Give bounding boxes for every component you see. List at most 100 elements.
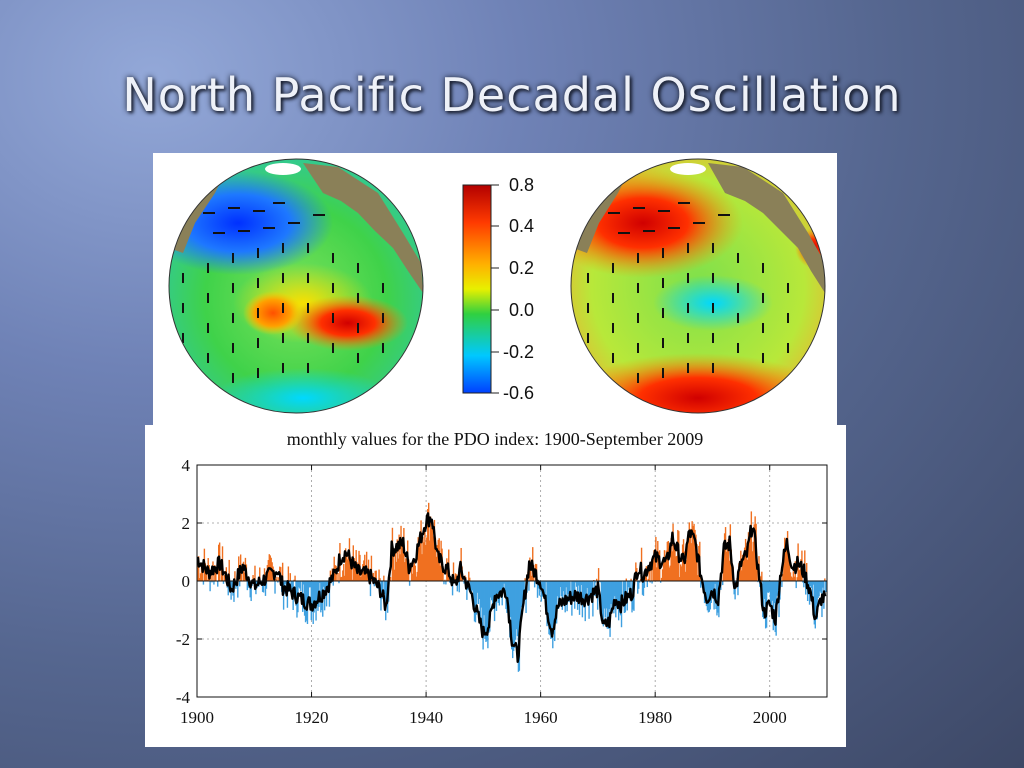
monthly-value-bar bbox=[545, 581, 547, 583]
monthly-value-bar bbox=[630, 578, 632, 581]
monthly-value-bar bbox=[690, 543, 692, 581]
monthly-value-bar bbox=[289, 573, 291, 581]
monthly-value-bar bbox=[587, 581, 589, 607]
monthly-value-bar bbox=[684, 571, 687, 581]
colorbar: 0.8 0.4 0.2 0.0 -0.2 -0.6 bbox=[462, 175, 534, 403]
monthly-value-bar bbox=[332, 581, 334, 586]
monthly-value-bar bbox=[313, 581, 315, 613]
monthly-value-bar bbox=[484, 581, 486, 639]
pdo-index-chart: monthly values for the PDO index: 1900-S… bbox=[145, 425, 846, 747]
monthly-value-bar bbox=[394, 552, 396, 581]
monthly-value-bar bbox=[451, 581, 454, 596]
monthly-value-bar bbox=[481, 581, 483, 631]
monthly-value-bar bbox=[361, 573, 363, 581]
monthly-value-bar bbox=[294, 575, 296, 581]
monthly-value-bar bbox=[471, 581, 474, 591]
monthly-value-bar bbox=[303, 581, 306, 616]
monthly-value-bar bbox=[374, 570, 376, 581]
monthly-value-bar bbox=[704, 581, 707, 598]
monthly-value-bar bbox=[792, 571, 795, 581]
monthly-value-bar bbox=[637, 581, 639, 594]
monthly-value-bar bbox=[497, 581, 500, 603]
left-globe-map bbox=[168, 158, 424, 414]
monthly-value-bar bbox=[420, 520, 422, 581]
monthly-value-bar bbox=[668, 567, 670, 581]
monthly-value-bar bbox=[353, 558, 355, 581]
monthly-value-bar bbox=[328, 581, 331, 607]
monthly-value-bar bbox=[790, 576, 793, 581]
monthly-value-bar bbox=[822, 581, 824, 588]
monthly-value-bar bbox=[252, 575, 254, 581]
monthly-value-bar bbox=[402, 548, 404, 581]
monthly-value-bar bbox=[553, 581, 555, 635]
monthly-value-bar bbox=[614, 581, 616, 597]
monthly-value-bar bbox=[796, 577, 798, 581]
monthly-value-bar bbox=[521, 581, 523, 606]
monthly-value-bar bbox=[760, 576, 762, 581]
monthly-value-bar bbox=[277, 581, 279, 583]
monthly-value-bar bbox=[723, 533, 726, 581]
monthly-value-bar bbox=[346, 559, 349, 581]
monthly-value-bar bbox=[375, 570, 377, 581]
monthly-value-bar bbox=[769, 581, 772, 606]
monthly-value-bar bbox=[548, 581, 550, 635]
monthly-value-bar bbox=[550, 581, 552, 639]
monthly-value-bar bbox=[485, 581, 487, 642]
monthly-value-bar bbox=[237, 581, 239, 598]
monthly-value-bar bbox=[680, 564, 682, 581]
monthly-value-bar bbox=[617, 581, 619, 606]
monthly-value-bar bbox=[536, 581, 539, 598]
monthly-value-bar bbox=[389, 577, 392, 581]
monthly-value-bar bbox=[691, 521, 693, 581]
monthly-value-bar bbox=[562, 581, 564, 592]
monthly-value-bar bbox=[319, 581, 321, 583]
monthly-value-bar bbox=[544, 581, 546, 598]
monthly-value-bar bbox=[444, 579, 446, 581]
monthly-value-bar bbox=[814, 581, 816, 629]
monthly-value-bar bbox=[739, 562, 741, 581]
monthly-value-bar bbox=[820, 581, 822, 593]
monthly-value-bar bbox=[683, 551, 686, 581]
monthly-value-bar bbox=[679, 577, 681, 581]
monthly-value-bar bbox=[300, 581, 302, 591]
monthly-value-bar bbox=[215, 567, 217, 581]
slide-title: North Pacific Decadal Oscillation bbox=[122, 68, 902, 122]
monthly-value-bar bbox=[681, 544, 684, 581]
monthly-value-bar bbox=[284, 581, 287, 584]
monthly-value-bar bbox=[290, 581, 292, 588]
monthly-value-bar bbox=[591, 581, 593, 593]
monthly-value-bar bbox=[716, 581, 718, 616]
monthly-value-bar bbox=[234, 571, 236, 581]
monthly-value-bar bbox=[250, 581, 252, 602]
monthly-value-bar bbox=[337, 573, 339, 581]
monthly-value-bar bbox=[652, 557, 654, 581]
monthly-value-bar bbox=[517, 581, 520, 672]
monthly-value-bar bbox=[417, 537, 419, 581]
monthly-value-bar bbox=[572, 581, 574, 598]
monthly-value-bar bbox=[466, 581, 468, 600]
monthly-value-bar bbox=[547, 581, 549, 618]
monthly-value-bar bbox=[551, 581, 553, 635]
monthly-value-bar bbox=[693, 523, 695, 581]
monthly-value-bar bbox=[649, 581, 651, 583]
monthly-value-bar bbox=[795, 581, 797, 589]
monthly-value-bar bbox=[627, 581, 629, 588]
monthly-value-bar bbox=[397, 558, 399, 581]
monthly-value-bar bbox=[291, 581, 293, 594]
monthly-value-bar bbox=[421, 554, 423, 581]
monthly-value-bar bbox=[211, 581, 213, 583]
monthly-value-bar bbox=[454, 573, 457, 581]
monthly-value-bar bbox=[478, 581, 480, 600]
monthly-value-bar bbox=[370, 555, 373, 581]
monthly-value-bar bbox=[347, 553, 350, 581]
monthly-value-bar bbox=[752, 541, 754, 581]
monthly-value-bar bbox=[382, 581, 384, 598]
monthly-value-bar bbox=[595, 581, 597, 583]
monthly-value-bar bbox=[293, 579, 295, 581]
monthly-value-bar bbox=[482, 581, 484, 650]
y-tick-label: -4 bbox=[176, 688, 191, 707]
monthly-value-bar bbox=[616, 581, 618, 602]
monthly-value-bar bbox=[475, 581, 478, 615]
monthly-value-bar bbox=[533, 581, 536, 588]
monthly-value-bar bbox=[483, 581, 485, 616]
